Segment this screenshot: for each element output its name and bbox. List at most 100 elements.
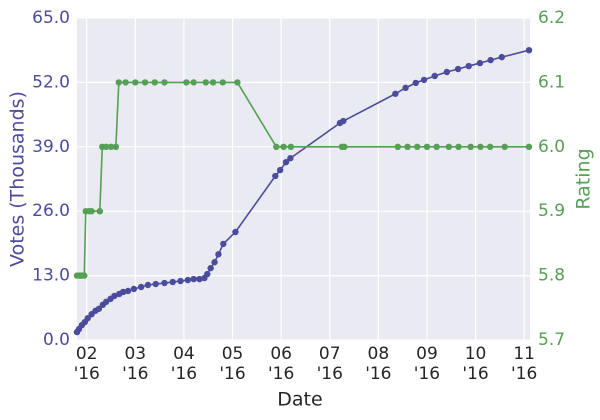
- data-point: [433, 143, 440, 150]
- x-tick-label: 07 '16: [316, 344, 343, 384]
- x-tick-label: 02 '16: [73, 344, 100, 384]
- data-point: [115, 79, 123, 86]
- data-point: [88, 208, 95, 215]
- data-point: [112, 143, 120, 150]
- data-point: [276, 166, 284, 174]
- data-point: [394, 143, 401, 150]
- y2-axis-title: Rating: [573, 148, 595, 209]
- data-point: [486, 143, 494, 150]
- data-point: [161, 79, 168, 86]
- y2-tick-label: 5.7: [538, 330, 565, 350]
- data-point: [219, 79, 227, 86]
- data-point: [151, 79, 158, 86]
- data-point: [84, 315, 91, 322]
- x-axis-title: Date: [277, 389, 322, 411]
- data-point: [211, 259, 218, 266]
- data-point: [184, 276, 192, 284]
- data-point: [202, 79, 210, 86]
- data-point: [525, 47, 533, 54]
- data-point: [340, 117, 347, 125]
- data-point: [96, 208, 104, 215]
- data-point: [111, 292, 118, 300]
- data-point: [122, 79, 129, 86]
- data-point: [455, 143, 462, 150]
- x-tick-label: 08 '16: [365, 344, 392, 384]
- data-point: [209, 79, 217, 86]
- data-point: [204, 270, 211, 278]
- y-tick-label: 52.0: [32, 72, 70, 92]
- data-point: [132, 79, 139, 86]
- y-tick-label: 39.0: [32, 137, 70, 157]
- data-point: [454, 65, 462, 73]
- data-point: [341, 143, 348, 150]
- data-point: [152, 280, 159, 288]
- data-point: [137, 283, 145, 291]
- data-point: [501, 143, 508, 150]
- data-point: [423, 143, 431, 150]
- data-point: [525, 143, 533, 150]
- data-point: [169, 278, 176, 286]
- data-point: [280, 143, 287, 150]
- data-point: [465, 62, 472, 70]
- data-point: [272, 172, 279, 180]
- data-point: [107, 143, 115, 150]
- data-point: [404, 143, 411, 150]
- x-tick-label: 03 '16: [122, 344, 149, 384]
- y2-tick-label: 5.9: [538, 201, 565, 221]
- data-point: [392, 90, 399, 97]
- data-point: [402, 84, 409, 92]
- data-point: [232, 228, 239, 236]
- y-tick-label: 0.0: [43, 330, 70, 350]
- data-point: [177, 277, 184, 285]
- x-tick-label: 04 '16: [170, 344, 198, 384]
- data-point: [287, 154, 294, 162]
- data-point: [273, 143, 280, 150]
- y2-tick-label: 6.1: [538, 72, 565, 92]
- data-point: [220, 240, 227, 248]
- data-point: [234, 79, 241, 86]
- data-point: [119, 288, 127, 296]
- data-point: [445, 143, 453, 150]
- data-point: [81, 272, 88, 279]
- data-point: [196, 275, 203, 283]
- data-point: [95, 305, 103, 312]
- data-point: [190, 79, 197, 86]
- data-point: [487, 56, 494, 64]
- y-tick-label: 26.0: [32, 201, 70, 221]
- data-point: [431, 72, 438, 80]
- data-point: [467, 143, 474, 150]
- x-tick-label: 05 '16: [219, 344, 246, 384]
- x-tick-label: 06 '16: [267, 344, 295, 384]
- x-tick-label: 09 '16: [413, 344, 441, 384]
- data-point: [183, 79, 190, 86]
- data-point: [144, 281, 152, 289]
- plot-background: [77, 18, 530, 340]
- data-point: [476, 59, 484, 67]
- data-point: [414, 143, 421, 150]
- data-point: [215, 251, 222, 258]
- data-point: [443, 68, 451, 76]
- y-axis-title: Votes (Thousands): [7, 91, 29, 267]
- y-tick-label: 65.0: [32, 8, 70, 28]
- y-tick-label: 13.0: [32, 266, 70, 286]
- data-point: [102, 143, 110, 150]
- data-point: [141, 79, 149, 86]
- data-point: [161, 279, 168, 287]
- data-point: [207, 264, 214, 272]
- data-point: [412, 79, 419, 87]
- y2-tick-label: 6.0: [538, 137, 565, 157]
- data-point: [498, 53, 506, 61]
- x-tick-label: 10 '16: [462, 344, 489, 384]
- data-point: [124, 287, 132, 295]
- data-point: [190, 275, 197, 283]
- y2-tick-label: 6.2: [538, 8, 565, 28]
- data-point: [477, 143, 484, 150]
- x-tick-label: 11 '16: [511, 344, 538, 384]
- data-point: [287, 143, 295, 150]
- y2-tick-label: 5.8: [538, 266, 565, 286]
- data-point: [282, 158, 290, 166]
- data-point: [130, 285, 138, 293]
- data-point: [420, 76, 428, 84]
